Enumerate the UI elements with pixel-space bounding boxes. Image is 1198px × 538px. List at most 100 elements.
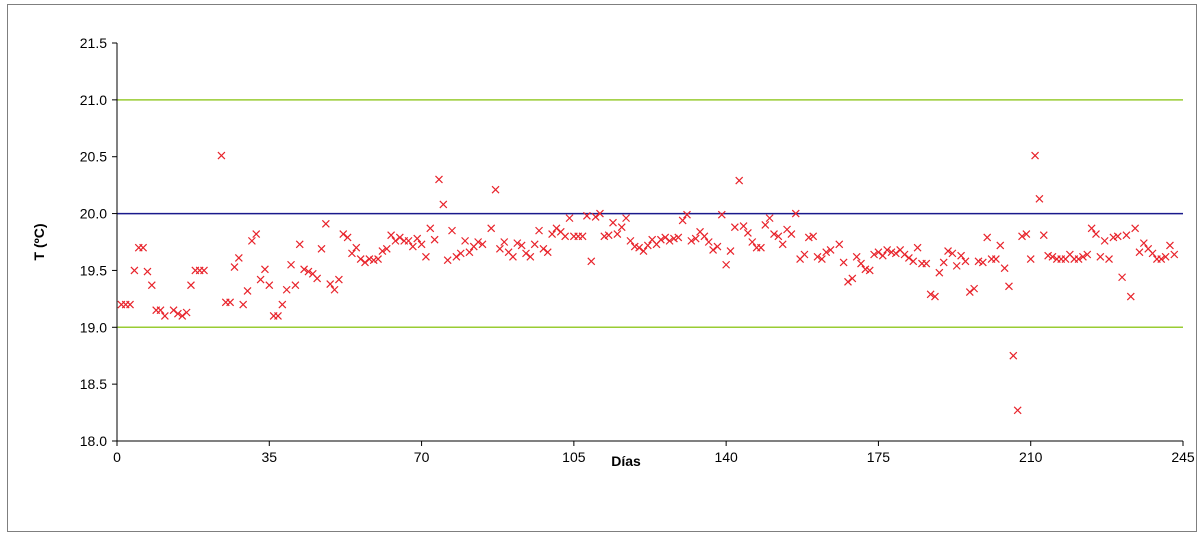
data-point xyxy=(1139,239,1148,248)
data-point xyxy=(674,233,683,242)
data-point xyxy=(991,255,1000,263)
data-point xyxy=(1083,250,1092,259)
data-point xyxy=(700,232,709,241)
data-point xyxy=(1100,236,1109,245)
data-point xyxy=(291,281,300,290)
data-point xyxy=(822,248,831,257)
data-point xyxy=(256,275,265,284)
data-point xyxy=(813,252,822,261)
data-point xyxy=(404,236,413,245)
data-point xyxy=(374,255,382,263)
data-point xyxy=(395,233,404,242)
data-point xyxy=(635,243,644,252)
data-point xyxy=(1074,255,1083,263)
data-point xyxy=(321,219,330,228)
data-point xyxy=(435,175,443,184)
data-point xyxy=(591,213,600,221)
data-point xyxy=(665,236,674,245)
data-point xyxy=(513,239,522,248)
y-tick-label: 18.0 xyxy=(80,433,107,449)
data-point xyxy=(178,311,187,320)
y-tick-label: 20.5 xyxy=(80,149,107,165)
data-point xyxy=(1092,230,1100,238)
data-point xyxy=(944,247,952,256)
data-point xyxy=(552,224,561,233)
data-point xyxy=(282,285,291,294)
data-point xyxy=(948,249,957,258)
data-point xyxy=(561,232,570,241)
data-point xyxy=(187,281,195,290)
data-point xyxy=(870,250,879,259)
x-tick-label: 70 xyxy=(414,449,430,465)
data-point xyxy=(817,255,826,263)
data-point xyxy=(1118,273,1127,282)
data-point xyxy=(722,260,731,269)
data-point xyxy=(530,240,539,249)
data-point xyxy=(739,222,748,231)
data-point xyxy=(717,210,726,219)
data-point xyxy=(465,248,474,257)
data-point xyxy=(539,244,548,253)
data-point xyxy=(978,258,987,267)
data-point xyxy=(931,292,939,301)
data-point xyxy=(1039,231,1048,240)
data-point xyxy=(748,238,757,246)
data-point xyxy=(1161,252,1170,261)
reference-lines xyxy=(117,99,1183,329)
data-point xyxy=(957,251,966,260)
data-point xyxy=(330,285,339,294)
data-point xyxy=(352,243,361,252)
data-point xyxy=(230,263,239,271)
data-point xyxy=(509,252,517,261)
data-point xyxy=(1022,230,1031,238)
data-point xyxy=(500,238,509,246)
data-point xyxy=(582,211,591,220)
data-point xyxy=(844,277,852,286)
y-tick-label: 19.5 xyxy=(80,262,107,278)
data-point xyxy=(522,249,530,258)
y-axis-title: T (ºC) xyxy=(31,224,47,261)
y-tick-label: 21.0 xyxy=(80,92,107,108)
data-point xyxy=(173,309,182,318)
data-point xyxy=(939,258,948,267)
data-point xyxy=(156,306,165,315)
chart-frame: 18.0 18.5 19.0 19.5 20.0 20.5 21.0 21.5 0 35 70 10… xyxy=(7,4,1197,532)
data-point xyxy=(1087,224,1096,233)
data-point xyxy=(378,247,387,256)
data-point xyxy=(274,311,282,320)
data-point xyxy=(1048,252,1057,261)
data-point xyxy=(478,240,487,249)
data-point xyxy=(678,216,687,225)
data-point xyxy=(778,240,787,249)
data-point xyxy=(735,176,744,185)
data-point xyxy=(548,230,557,238)
data-point xyxy=(852,252,861,261)
x-tick-label: 0 xyxy=(113,449,121,465)
data-point xyxy=(809,232,818,241)
y-ticks: 18.0 18.5 19.0 19.5 20.0 20.5 21.0 21.5 xyxy=(80,35,117,449)
data-point xyxy=(417,240,426,249)
x-tick-label: 105 xyxy=(562,449,586,465)
data-point xyxy=(900,250,909,259)
data-point xyxy=(1096,252,1105,261)
data-point xyxy=(730,223,739,232)
data-point xyxy=(439,200,448,209)
data-point xyxy=(452,252,461,261)
data-points xyxy=(117,151,1179,415)
data-point xyxy=(713,242,722,251)
data-point xyxy=(656,235,665,244)
data-point xyxy=(1018,232,1026,241)
axes xyxy=(116,43,1183,442)
data-point xyxy=(200,266,208,275)
data-point xyxy=(387,231,396,240)
data-point xyxy=(339,230,348,238)
data-point xyxy=(922,259,931,268)
data-point xyxy=(800,250,809,259)
data-point xyxy=(743,228,752,237)
data-point xyxy=(761,221,770,229)
data-point xyxy=(313,274,322,283)
data-point xyxy=(613,230,622,238)
data-point xyxy=(334,275,343,284)
data-point xyxy=(408,242,417,251)
data-point xyxy=(1170,250,1179,259)
